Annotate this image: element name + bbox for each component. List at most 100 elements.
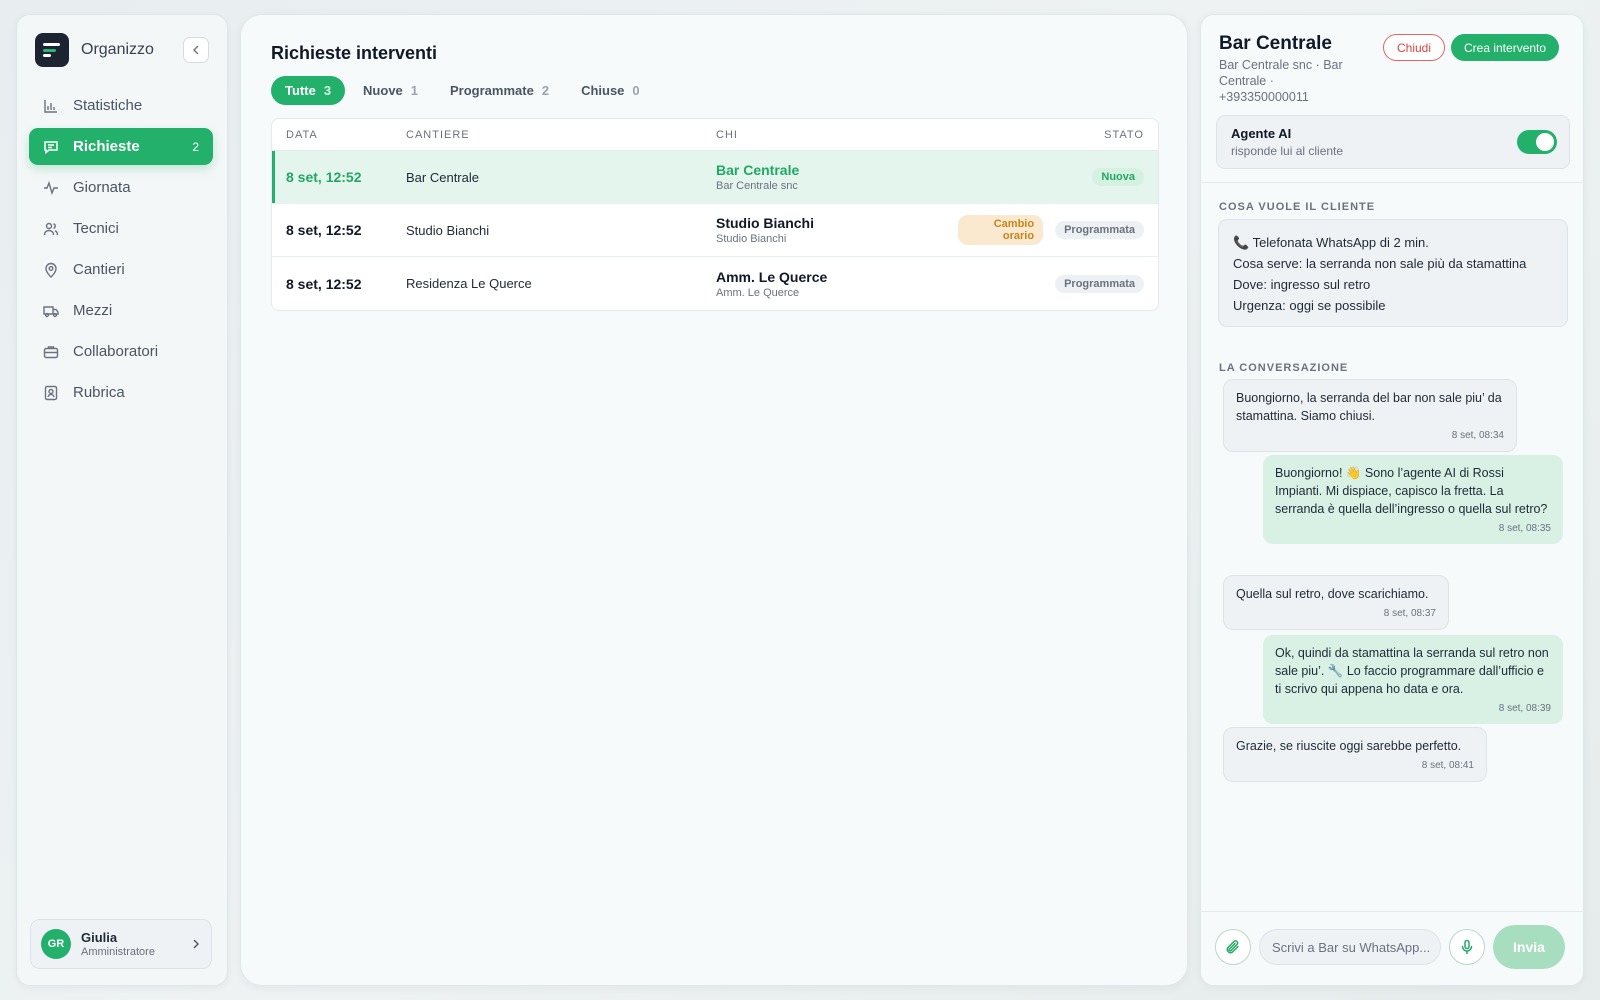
- tab-label: Tutte: [285, 83, 316, 98]
- sidebar-item-giornata[interactable]: Giornata: [29, 169, 213, 206]
- summary-line: 📞 Telefonata WhatsApp di 2 min.: [1233, 235, 1429, 250]
- user-role: Amministratore: [81, 946, 155, 958]
- message-outgoing: Ok, quindi da stamattina la serranda sul…: [1263, 635, 1563, 724]
- message-time: 8 set, 08:39: [1498, 703, 1551, 714]
- tab-count: 2: [541, 83, 550, 98]
- tab-tutte[interactable]: Tutte 3: [271, 76, 346, 105]
- sidebar-item-tecnici[interactable]: Tecnici: [29, 210, 213, 247]
- column-header-stato[interactable]: STATO: [1104, 128, 1144, 141]
- sidebar-item-collaboratori[interactable]: Collaboratori: [29, 333, 213, 370]
- message-time: 8 set, 08:35: [1498, 523, 1551, 534]
- column-header-data[interactable]: DATA: [286, 128, 318, 141]
- summary-line: Cosa serve: la serranda non sale più da …: [1233, 256, 1527, 271]
- table-header: DATA CANTIERE CHI STATO: [272, 119, 1158, 151]
- message-time: 8 set, 08:37: [1383, 608, 1436, 619]
- truck-icon: [43, 303, 59, 319]
- sidebar-item-label: Richieste: [73, 138, 140, 155]
- row-chi: Bar Centrale Bar Centrale snc: [716, 162, 946, 192]
- message-text: Buongiorno, la serranda del bar non sale…: [1236, 391, 1502, 423]
- row-chi: Amm. Le Querce Amm. Le Querce: [716, 269, 946, 299]
- customer-request-summary: 📞 Telefonata WhatsApp di 2 min. Cosa ser…: [1218, 219, 1568, 327]
- row-chi-company: Studio Bianchi: [716, 233, 787, 245]
- message-composer: Scrivi a Bar su WhatsApp... Invia: [1201, 911, 1583, 985]
- sidebar-item-label: Giornata: [73, 179, 131, 196]
- tab-count: 1: [410, 83, 419, 98]
- row-chi-name: Amm. Le Querce: [716, 268, 828, 285]
- avatar: GR: [41, 929, 71, 959]
- row-stato: Programmata: [946, 274, 1158, 293]
- column-header-chi[interactable]: CHI: [716, 128, 738, 141]
- row-stato: Nuova: [946, 168, 1158, 186]
- message-input[interactable]: Scrivi a Bar su WhatsApp...: [1259, 929, 1441, 965]
- ai-agent-title: Agente AI: [1231, 126, 1292, 141]
- table-row[interactable]: 8 set, 12:52 Residenza Le Querce Amm. Le…: [272, 257, 1158, 310]
- user-card[interactable]: GR Giulia Amministratore: [30, 919, 212, 969]
- message-icon: [43, 139, 59, 155]
- briefcase-icon: [43, 344, 59, 360]
- table-row[interactable]: 8 set, 12:52 Bar Centrale Bar Centrale B…: [272, 151, 1158, 204]
- request-detail-panel: Bar Centrale Bar Centrale snc · Bar Cent…: [1200, 14, 1584, 986]
- sidebar-item-rubrica[interactable]: Rubrica: [29, 374, 213, 411]
- tab-nuove[interactable]: Nuove 1: [349, 76, 432, 105]
- message-time: 8 set, 08:41: [1421, 760, 1474, 771]
- filter-tabs: Tutte 3 Nuove 1 Programmate 2 Chiuse 0: [271, 76, 658, 105]
- close-request-button[interactable]: Chiudi: [1383, 34, 1446, 61]
- detail-subtitle: Bar Centrale snc · Bar Centrale · +39335…: [1219, 58, 1343, 104]
- row-chi: Studio Bianchi Studio Bianchi: [716, 215, 946, 245]
- bar-chart-icon: [43, 98, 59, 114]
- collapse-sidebar-button[interactable]: [183, 37, 209, 63]
- sidebar-item-richieste[interactable]: Richieste 2: [29, 128, 213, 165]
- row-chi-name: Bar Centrale: [716, 162, 800, 178]
- summary-line: Dove: ingresso sul retro: [1233, 277, 1371, 292]
- sidebar-item-label: Mezzi: [73, 302, 113, 319]
- sidebar: Organizzo Statistiche Richieste 2 Giorna…: [16, 14, 228, 986]
- message-text: Buongiorno! 👋 Sono l’agente AI di Rossi …: [1275, 466, 1548, 516]
- app-name: Organizzo: [81, 41, 154, 58]
- row-chi-name: Studio Bianchi: [716, 215, 814, 231]
- voice-button[interactable]: [1449, 929, 1485, 965]
- detail-title: Bar Centrale: [1219, 33, 1332, 54]
- row-cantiere: Studio Bianchi: [406, 222, 490, 238]
- message-text: Quella sul retro, dove scarichiamo.: [1236, 587, 1429, 601]
- row-cantiere: Residenza Le Querce: [406, 276, 532, 291]
- tab-programmate[interactable]: Programmate 2: [436, 76, 563, 105]
- user-name: Giulia: [81, 930, 118, 945]
- ai-agent-toggle[interactable]: [1517, 130, 1557, 154]
- users-icon: [43, 221, 59, 237]
- contact-book-icon: [43, 385, 59, 401]
- row-stato: Cambio orario Programmata: [946, 215, 1158, 245]
- sidebar-item-statistiche[interactable]: Statistiche: [29, 87, 213, 124]
- user-info: Giulia Amministratore: [81, 930, 155, 958]
- message-incoming: Buongiorno, la serranda del bar non sale…: [1223, 379, 1517, 452]
- paperclip-icon: [1226, 940, 1239, 954]
- microphone-icon: [1461, 939, 1473, 955]
- send-button[interactable]: Invia: [1493, 925, 1565, 969]
- change-time-badge: Cambio orario: [958, 215, 1044, 245]
- status-badge: Programmata: [1055, 274, 1144, 293]
- tab-label: Programmate: [450, 83, 534, 98]
- chevron-right-icon: [191, 936, 201, 952]
- tab-chiuse[interactable]: Chiuse 0: [567, 76, 654, 105]
- tab-count: 3: [323, 83, 332, 98]
- attach-button[interactable]: [1215, 929, 1251, 965]
- message-outgoing: Buongiorno! 👋 Sono l’agente AI di Rossi …: [1263, 455, 1563, 544]
- sidebar-item-label: Rubrica: [73, 384, 125, 401]
- sidebar-item-label: Statistiche: [73, 97, 143, 114]
- row-date: 8 set, 12:52: [286, 275, 362, 292]
- summary-line: Urgenza: oggi se possibile: [1233, 298, 1386, 313]
- requests-table: DATA CANTIERE CHI STATO 8 set, 12:52 Bar…: [271, 118, 1159, 311]
- section-label-conversation: LA CONVERSAZIONE: [1219, 362, 1349, 374]
- page-title: Richieste interventi: [271, 43, 438, 63]
- chevron-left-icon: [193, 45, 199, 55]
- tab-label: Chiuse: [581, 83, 625, 98]
- sidebar-nav: Statistiche Richieste 2 Giornata Tecnici…: [29, 87, 213, 415]
- table-row[interactable]: 8 set, 12:52 Studio Bianchi Studio Bianc…: [272, 204, 1158, 257]
- message-incoming: Grazie, se riuscite oggi sarebbe perfett…: [1223, 727, 1487, 782]
- sidebar-item-mezzi[interactable]: Mezzi: [29, 292, 213, 329]
- sidebar-item-count: 2: [192, 139, 199, 154]
- sidebar-item-cantieri[interactable]: Cantieri: [29, 251, 213, 288]
- column-header-cantiere[interactable]: CANTIERE: [406, 128, 470, 141]
- status-badge: Nuova: [1092, 168, 1144, 186]
- section-label-want: COSA VUOLE IL CLIENTE: [1219, 201, 1376, 213]
- create-intervention-button[interactable]: Crea intervento: [1451, 34, 1560, 61]
